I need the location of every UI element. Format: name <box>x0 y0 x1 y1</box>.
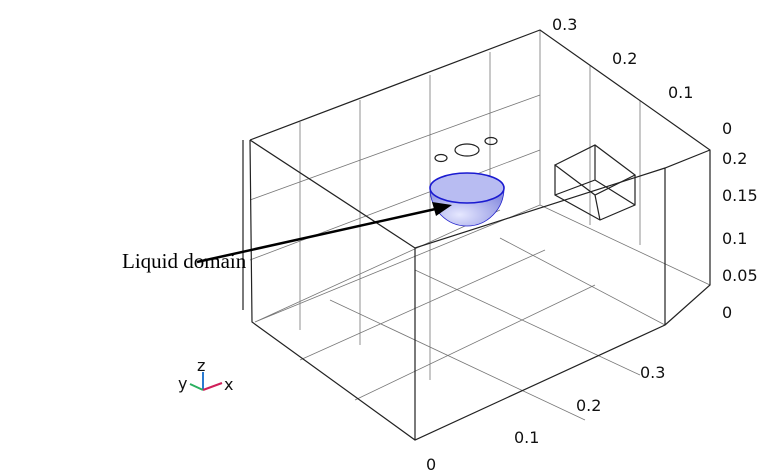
liquid-droplet <box>429 172 505 227</box>
x-tick-label: 0.1 <box>514 428 539 447</box>
holes <box>434 136 498 163</box>
x-tick-label: 0 <box>426 455 436 471</box>
annotation-label: Liquid domain <box>122 249 247 273</box>
y-tick-label: 0.3 <box>552 15 577 34</box>
annotation-arrow <box>196 202 452 264</box>
z-tick-label: 0 <box>722 303 732 322</box>
triad-y-label: y <box>178 374 187 393</box>
z-tick-label: 0.1 <box>722 229 747 248</box>
tick-labels: 0.3 0.2 0.1 0 0.2 0.15 0.1 0.05 0 0.3 0.2 0.1 0 <box>426 15 758 471</box>
triad-x-label: x <box>224 375 233 394</box>
z-tick-label: 0.05 <box>722 266 758 285</box>
y-tick-label: 0.1 <box>668 83 693 102</box>
wireframe <box>242 29 711 441</box>
y-tick-label: 0.2 <box>612 49 637 68</box>
small-cube <box>553 144 637 221</box>
z-tick-label: 0.2 <box>722 149 747 168</box>
triad-z-label: z <box>197 356 205 375</box>
y-tick-label: 0 <box>722 119 732 138</box>
x-tick-label: 0.3 <box>640 363 665 382</box>
x-tick-label: 0.2 <box>576 396 601 415</box>
z-tick-label: 0.15 <box>722 186 758 205</box>
axis-triad: y z x <box>178 356 233 394</box>
